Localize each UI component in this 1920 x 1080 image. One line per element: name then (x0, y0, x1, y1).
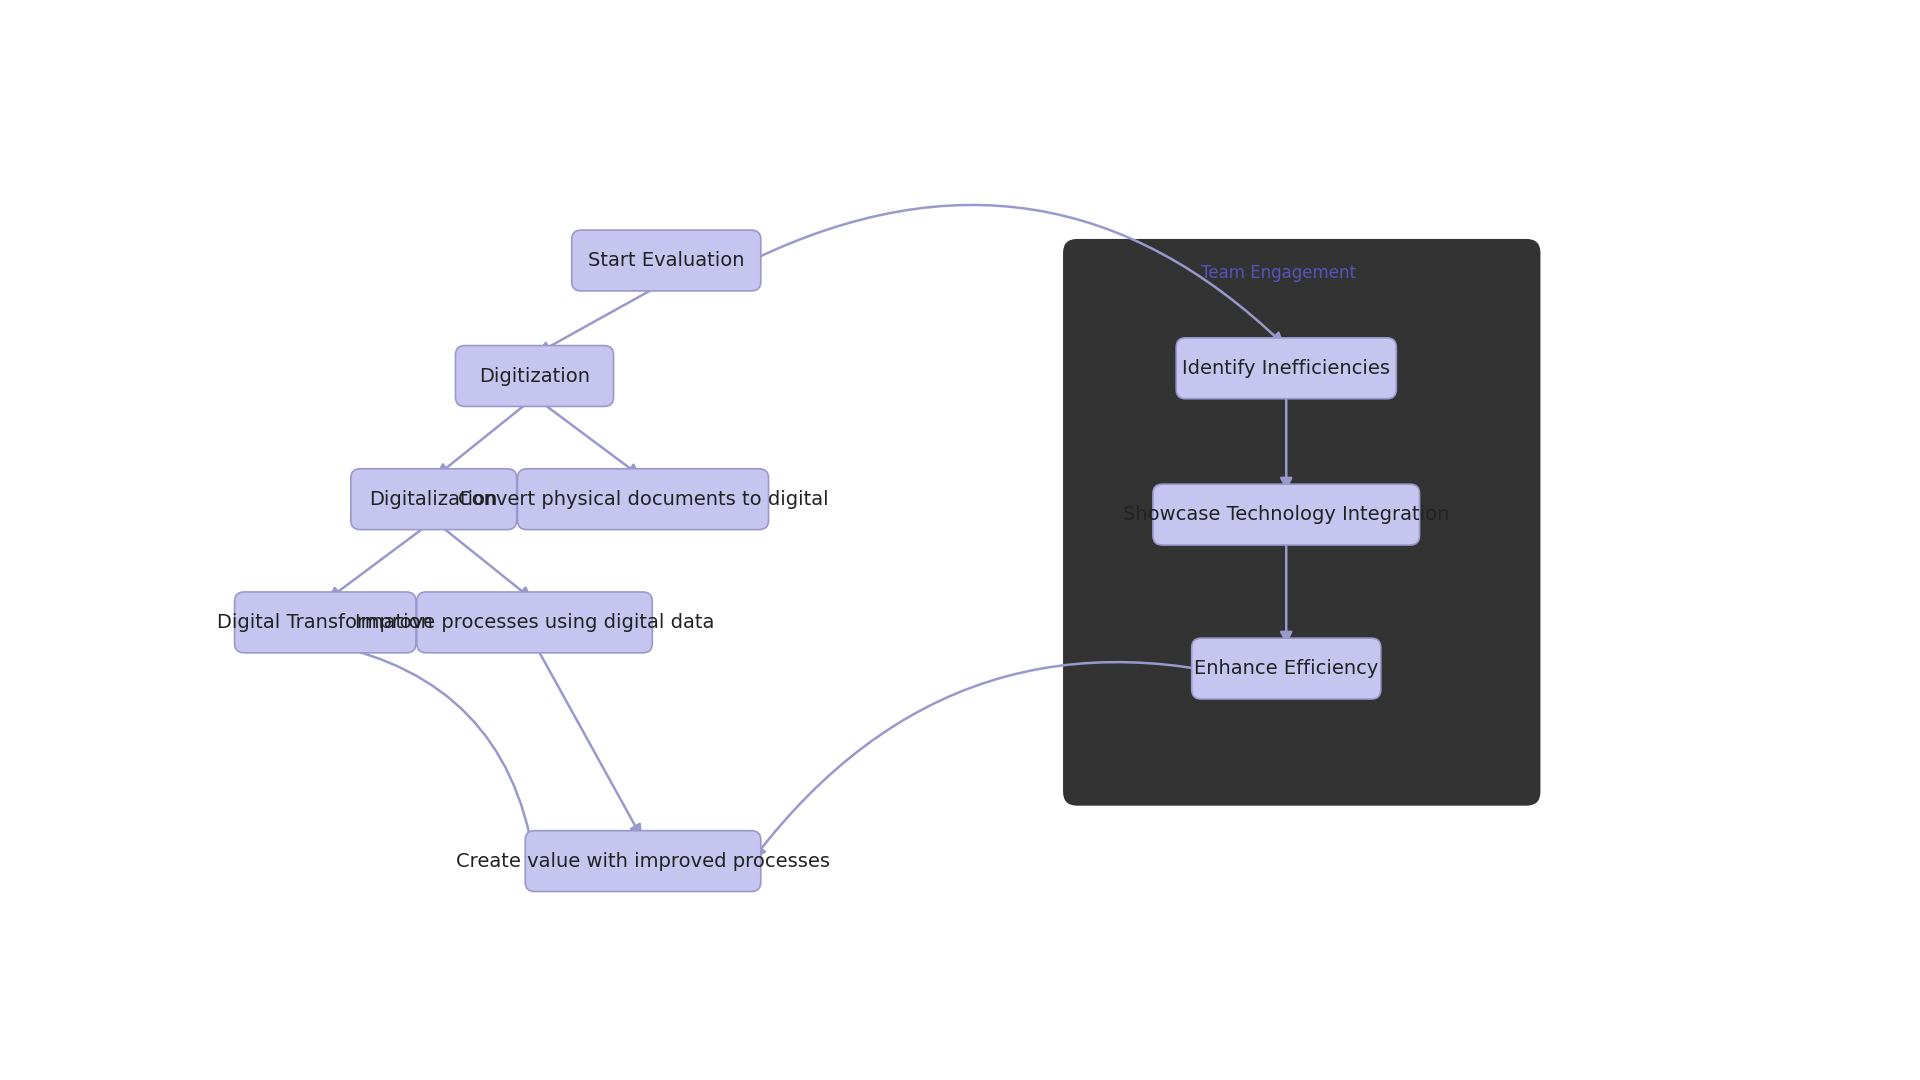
FancyBboxPatch shape (1177, 338, 1396, 399)
Text: Digitalization: Digitalization (369, 489, 497, 509)
Text: Improve processes using digital data: Improve processes using digital data (355, 612, 714, 632)
FancyBboxPatch shape (526, 831, 760, 891)
Text: Team Engagement: Team Engagement (1202, 265, 1356, 282)
Text: Create value with improved processes: Create value with improved processes (457, 852, 829, 870)
Text: Digital Transformation: Digital Transformation (217, 612, 434, 632)
FancyBboxPatch shape (572, 230, 760, 291)
Text: Identify Inefficiencies: Identify Inefficiencies (1183, 359, 1390, 378)
FancyBboxPatch shape (518, 469, 768, 529)
FancyBboxPatch shape (1152, 484, 1419, 545)
Text: Convert physical documents to digital: Convert physical documents to digital (457, 489, 828, 509)
FancyBboxPatch shape (455, 346, 614, 406)
FancyBboxPatch shape (1064, 239, 1540, 806)
Text: Showcase Technology Integration: Showcase Technology Integration (1123, 505, 1450, 524)
Text: Start Evaluation: Start Evaluation (588, 251, 745, 270)
FancyBboxPatch shape (1192, 638, 1380, 699)
FancyBboxPatch shape (351, 469, 516, 529)
Text: Digitization: Digitization (478, 366, 589, 386)
Text: Enhance Efficiency: Enhance Efficiency (1194, 659, 1379, 678)
FancyBboxPatch shape (234, 592, 417, 652)
FancyBboxPatch shape (417, 592, 653, 652)
